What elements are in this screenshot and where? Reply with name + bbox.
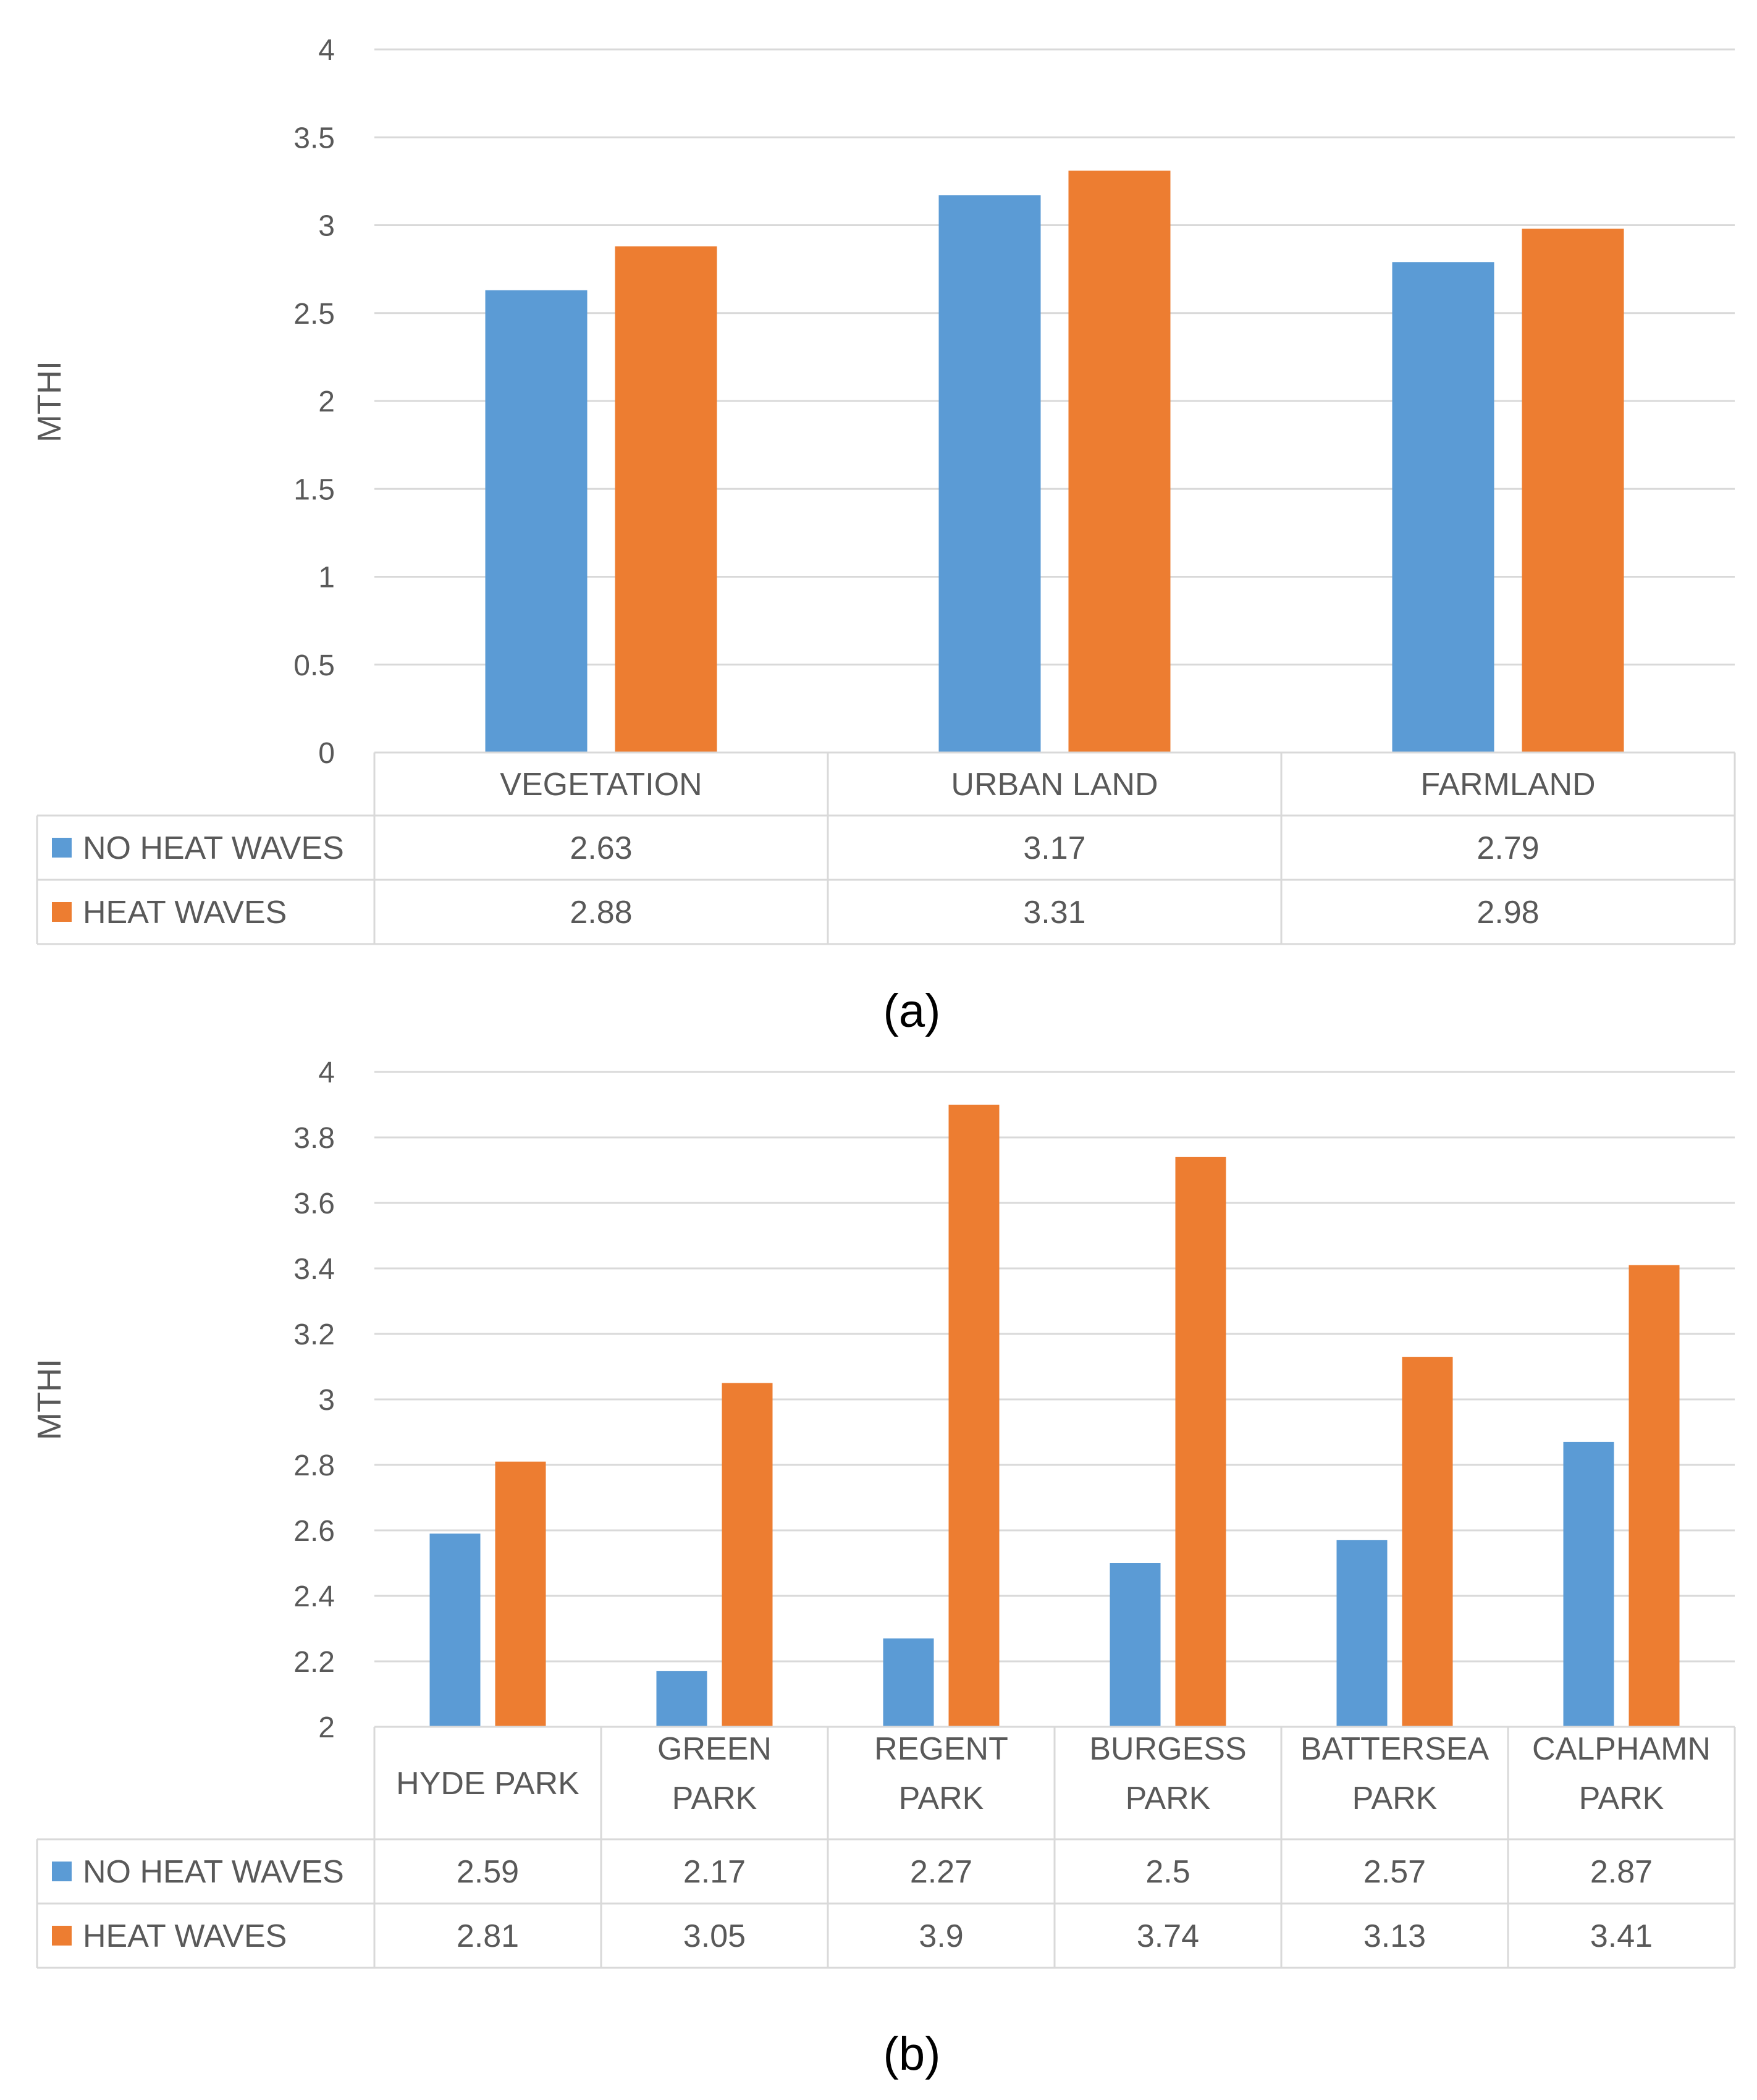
y-tick-label: 0.5 [293,649,335,682]
bar-no-heat-waves [1336,1540,1388,1727]
y-tick-label: 3 [318,210,335,243]
category-label: BURGESS [1089,1731,1246,1767]
chart-b: MTHI 2 2.2 2.4 2.6 2.8 3 3.2 3.4 3.6 3.8 4 HYDE PARK… [31,1056,1736,1969]
bar-heat-waves [1068,171,1171,753]
y-tick-label: 4 [318,34,335,67]
legend-swatch-heat-waves [52,902,72,922]
category-label: FARMLAND [1420,767,1595,803]
bar-no-heat-waves [1110,1563,1161,1727]
bar-heat-waves [495,1461,546,1727]
legend-label: NO HEAT WAVES [83,830,344,866]
data-table-value: 2.57 [1363,1854,1426,1890]
chart-a: MTHI 0 0.5 1 1.5 2 2.5 3 3.5 4 VEGETATION URBAN LAN… [31,34,1736,945]
caption-a: (a) [883,985,941,1037]
category-label: PARK [1352,1781,1438,1816]
y-tick-label: 2.6 [293,1515,335,1548]
y-axis-label: MTHI [31,361,68,442]
bar-heat-waves [948,1105,1000,1727]
y-tick-label: 1 [318,562,335,594]
category-label: PARK [899,1781,984,1816]
y-tick-label: 2.5 [293,298,335,331]
data-table-value: 3.05 [683,1918,746,1954]
y-tick-label: 3.5 [293,122,335,154]
data-table-value: 3.17 [1023,830,1085,866]
bar-heat-waves [615,246,717,753]
bar-no-heat-waves [1563,1441,1614,1727]
category-label: PARK [1126,1781,1211,1816]
category-label: CALPHAMN [1532,1731,1711,1767]
bar-heat-waves [722,1383,773,1727]
y-tick-label: 3.8 [293,1122,335,1155]
y-tick-label: 2.2 [293,1646,335,1679]
data-table-value: 3.41 [1590,1918,1653,1954]
y-tick-label: 3.4 [293,1253,335,1286]
legend-label: HEAT WAVES [83,1918,287,1954]
y-tick-label: 3 [318,1384,335,1417]
legend-swatch-no-heat-waves [52,1862,72,1881]
data-table-value: 3.74 [1137,1918,1199,1954]
y-tick-label: 3.6 [293,1187,335,1220]
bar-no-heat-waves [883,1638,934,1727]
caption-b: (b) [883,2028,941,2080]
category-label: URBAN LAND [951,767,1158,803]
category-label: BATTERSEA [1300,1731,1489,1767]
y-axis-label: MTHI [31,1359,68,1440]
y-tick-label: 1.5 [293,473,335,506]
y-tick-label: 2 [318,386,335,418]
bar-no-heat-waves [1392,262,1494,753]
category-label: VEGETATION [500,767,702,803]
legend-label: HEAT WAVES [83,895,287,930]
bar-heat-waves [1402,1357,1453,1727]
y-tick-label: 3.2 [293,1318,335,1351]
data-table-value: 2.98 [1477,895,1539,930]
data-table-value: 2.87 [1590,1854,1653,1890]
data-table-value: 2.59 [457,1854,519,1890]
bar-heat-waves [1175,1157,1226,1727]
data-table-value: 2.88 [570,895,632,930]
y-tick-label: 2.4 [293,1580,335,1613]
legend-label: NO HEAT WAVES [83,1854,344,1890]
data-table-value: 2.79 [1477,830,1539,866]
category-label: GREEN [657,1731,772,1767]
bar-no-heat-waves [938,195,1041,753]
bar-heat-waves [1522,229,1624,753]
category-label: PARK [1579,1781,1664,1816]
bar-no-heat-waves [656,1671,707,1727]
data-table-value: 2.81 [457,1918,519,1954]
bar-heat-waves [1628,1265,1680,1727]
data-table-value: 2.27 [910,1854,972,1890]
y-tick-label: 0 [318,737,335,770]
y-tick-label: 4 [318,1056,335,1089]
data-table-value: 3.9 [919,1918,963,1954]
legend-swatch-heat-waves [52,1926,72,1946]
bar-no-heat-waves [429,1533,481,1727]
data-table-value: 2.17 [683,1854,746,1890]
category-label: PARK [672,1781,757,1816]
category-label: REGENT [874,1731,1008,1767]
data-table-value: 3.31 [1023,895,1085,930]
legend-swatch-no-heat-waves [52,838,72,858]
bar-no-heat-waves [485,290,588,753]
data-table-value: 2.63 [570,830,632,866]
data-table-value: 3.13 [1363,1918,1426,1954]
data-table-value: 2.5 [1145,1854,1190,1890]
category-label: HYDE PARK [396,1766,579,1802]
y-tick-label: 2 [318,1711,335,1744]
y-tick-label: 2.8 [293,1449,335,1482]
